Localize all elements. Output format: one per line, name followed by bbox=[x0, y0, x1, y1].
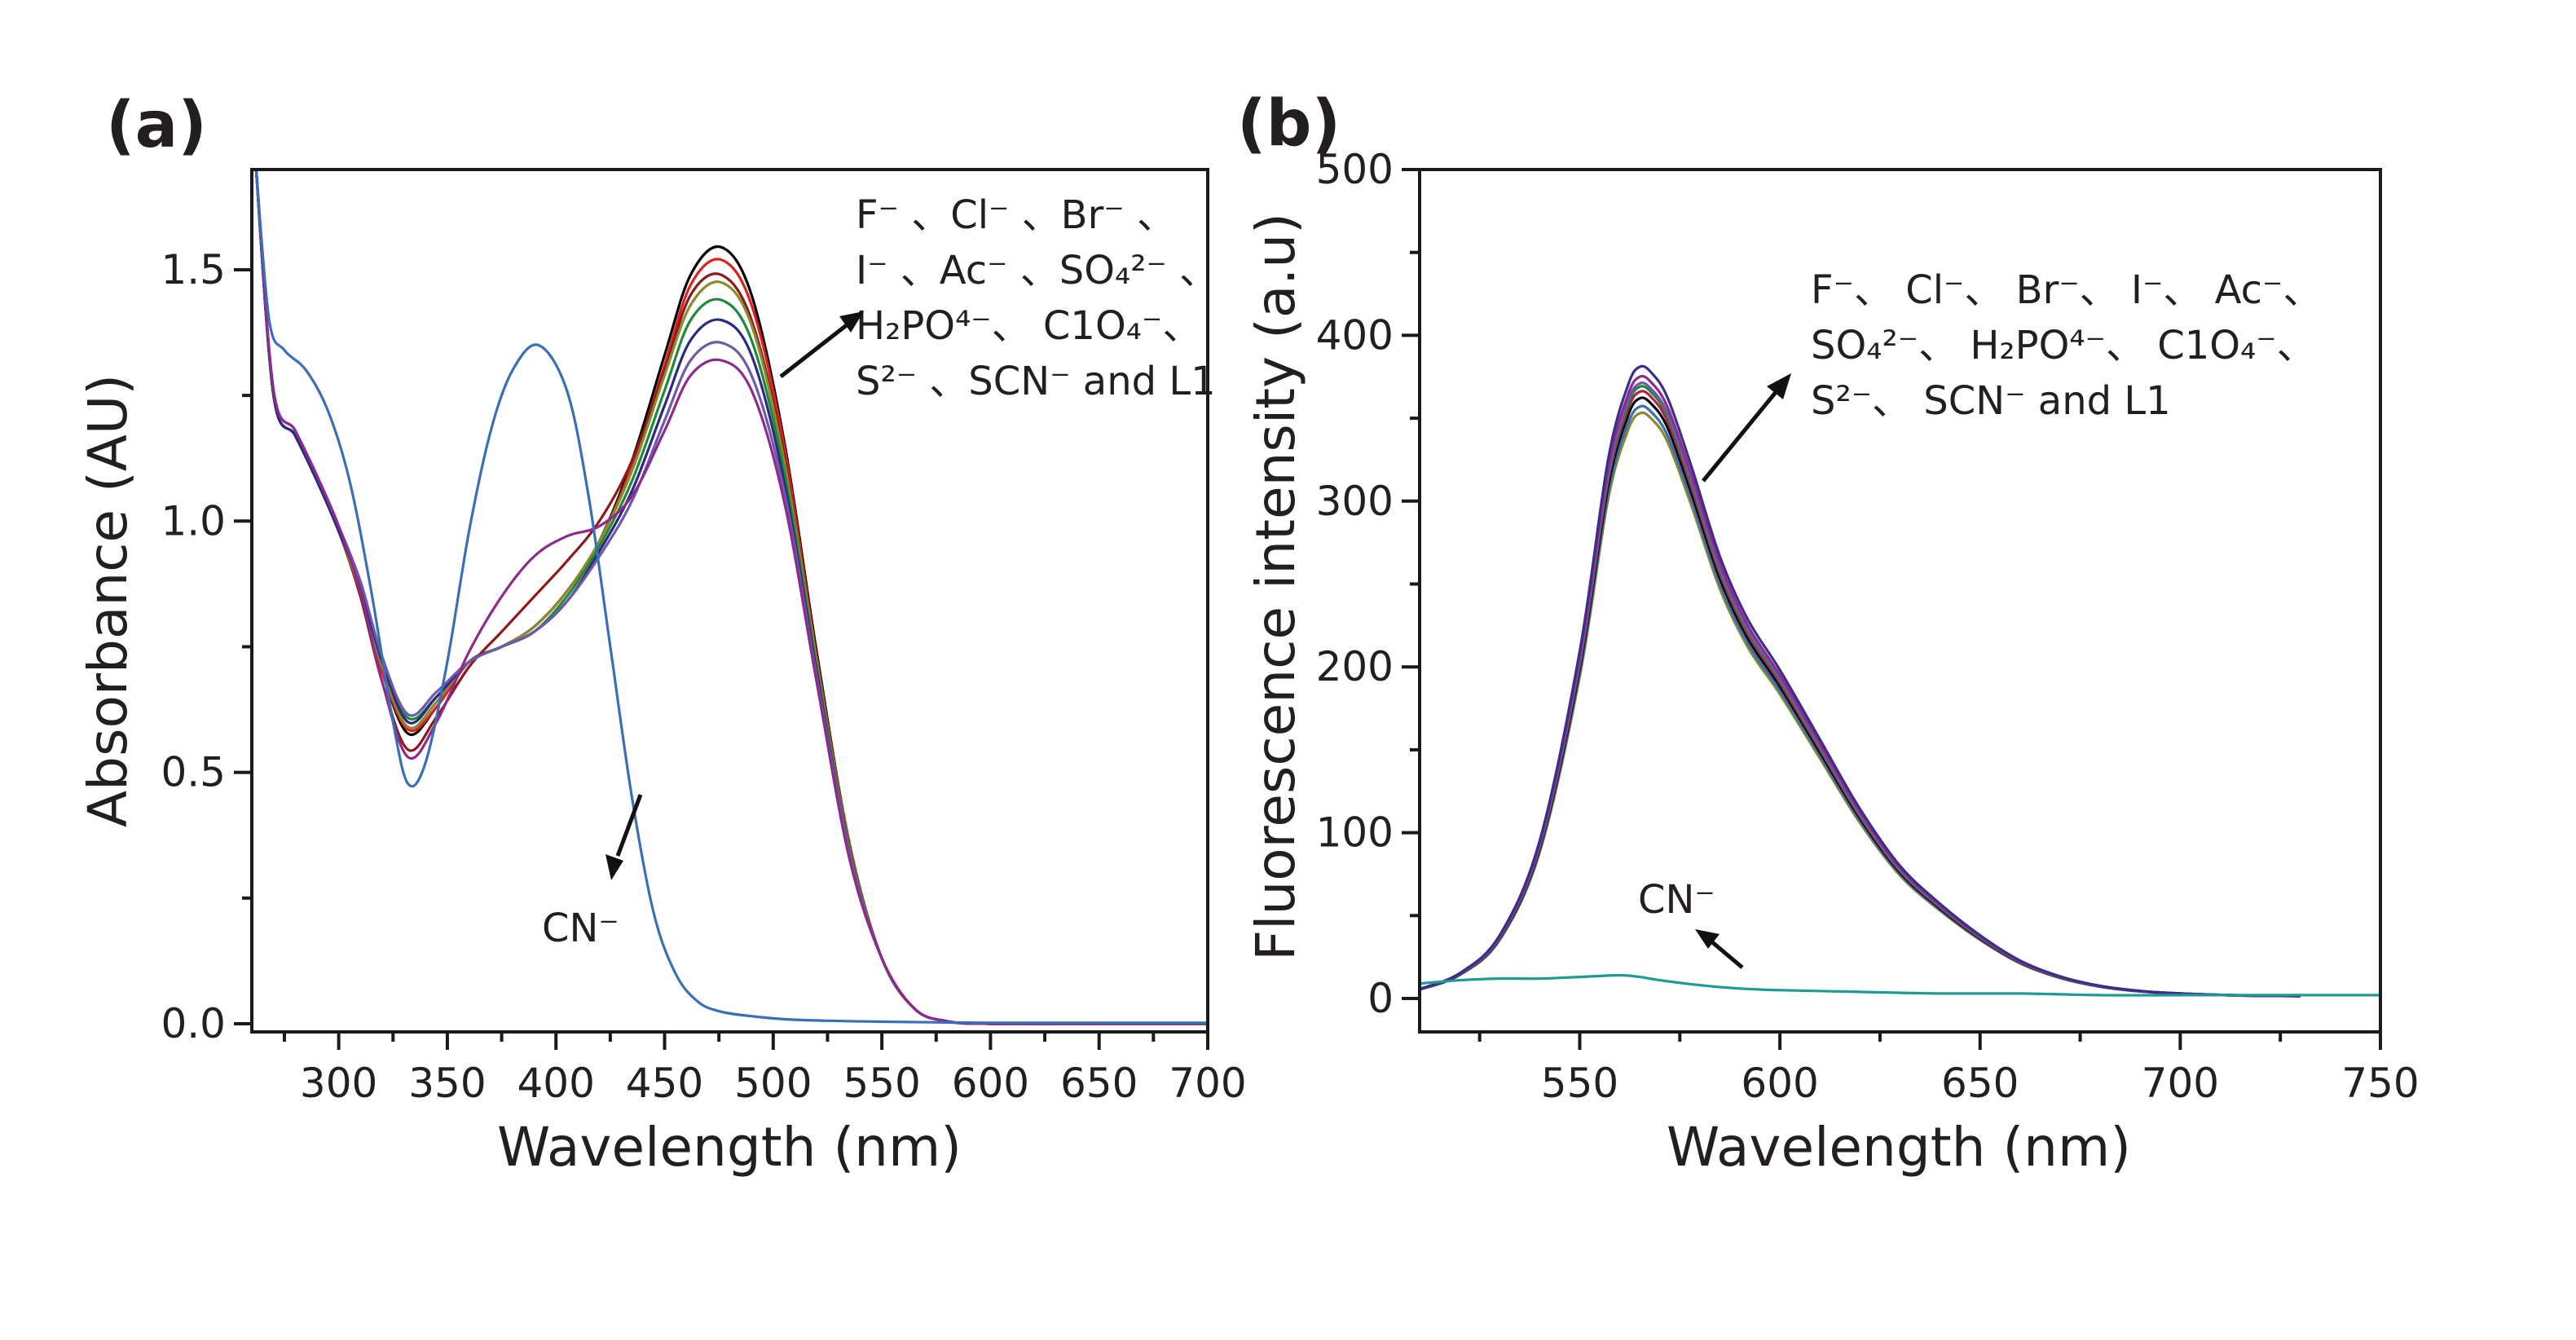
b-series-line-8 bbox=[1420, 411, 2301, 998]
b-y-tick-label: 200 bbox=[1316, 643, 1394, 690]
a-x-axis: 300 350 400 450 500 550 600 650 700 bbox=[282, 1032, 1247, 1107]
a-x-tick-label: 450 bbox=[626, 1060, 703, 1107]
b-annotation-anion-group: F⁻、 Cl⁻、 Br⁻、 I⁻、 Ac⁻、 SO₄²⁻、 H₂PO⁴⁻、 C1… bbox=[1811, 267, 2322, 424]
a-x-tick-label: 600 bbox=[952, 1060, 1029, 1107]
b-series-line-2 bbox=[1420, 374, 2301, 998]
b-annot-cn: CN⁻ bbox=[1638, 877, 1715, 923]
panel-b-fluorescence-chart: 550 600 650 700 750 0 100 200 300 400 500 Wavelen… bbox=[1244, 146, 2420, 1179]
b-curves bbox=[1420, 364, 2380, 998]
b-series-line-cn bbox=[1420, 973, 2380, 997]
a-annot-cn: CN⁻ bbox=[542, 906, 619, 951]
a-x-tick-label: 650 bbox=[1060, 1060, 1138, 1107]
a-annot-line-4: S²⁻ 、SCN⁻ and L1 bbox=[856, 359, 1216, 404]
a-curves bbox=[254, 170, 1208, 1025]
a-x-axis-title: Wavelength (nm) bbox=[497, 1116, 962, 1179]
b-series-line-7 bbox=[1420, 404, 2301, 998]
b-y-tick-label: 0 bbox=[1367, 975, 1394, 1022]
a-annotation-anion-group: F⁻ 、Cl⁻ 、Br⁻ 、 I⁻ 、Ac⁻ 、SO₄²⁻ 、 H₂PO⁴⁻、 … bbox=[856, 192, 1218, 404]
a-x-tick-label: 400 bbox=[517, 1060, 595, 1107]
a-y-tick-label: 1.0 bbox=[161, 497, 226, 544]
b-x-tick-label: 600 bbox=[1741, 1060, 1818, 1107]
b-x-axis: 550 600 650 700 750 bbox=[1477, 1032, 2420, 1107]
b-y-axis-title: Fluorescence intensity (a.u) bbox=[1244, 213, 1307, 961]
b-series-line-3 bbox=[1420, 381, 2301, 998]
b-series-line-5 bbox=[1420, 390, 2301, 998]
a-annot-line-1: F⁻ 、Cl⁻ 、Br⁻ 、 bbox=[856, 192, 1176, 238]
b-annot-line-1: F⁻、 Cl⁻、 Br⁻、 I⁻、 Ac⁻、 bbox=[1811, 267, 2322, 313]
panel-a-absorbance-chart: 300 350 400 450 500 550 600 650 700 0.0 0.5 1.0 1.5… bbox=[77, 168, 1247, 1179]
a-y-axis: 0.0 0.5 1.0 1.5 bbox=[161, 246, 252, 1047]
b-x-tick-label: 750 bbox=[2341, 1060, 2419, 1107]
a-x-tick-label: 300 bbox=[300, 1060, 377, 1107]
a-series-line-7 bbox=[254, 170, 1208, 1025]
a-x-tick-label: 550 bbox=[843, 1060, 920, 1107]
a-annot-line-2: I⁻ 、Ac⁻ 、SO₄²⁻ 、 bbox=[856, 248, 1218, 293]
b-x-tick-label: 700 bbox=[2142, 1060, 2219, 1107]
a-x-tick-label: 700 bbox=[1169, 1060, 1246, 1107]
a-y-tick-label: 1.5 bbox=[161, 246, 226, 293]
a-annot-line-3: H₂PO⁴⁻、 C1O₄⁻、 bbox=[856, 303, 1201, 349]
a-series-line-6 bbox=[254, 170, 1208, 1025]
b-series-line-4 bbox=[1420, 385, 2301, 998]
a-arrow-to-cn bbox=[605, 794, 643, 880]
b-annot-line-2: SO₄²⁻、 H₂PO⁴⁻、 C1O₄⁻、 bbox=[1811, 323, 2316, 368]
b-y-tick-label: 100 bbox=[1316, 809, 1394, 857]
a-x-tick-label: 350 bbox=[408, 1060, 486, 1107]
a-series-line-8 bbox=[254, 170, 1208, 1025]
a-arrow-to-group bbox=[779, 311, 864, 378]
a-series-line-4 bbox=[254, 170, 1208, 1025]
b-y-axis: 0 100 200 300 400 500 bbox=[1316, 146, 1420, 1022]
panel-a-label: (a) bbox=[106, 89, 207, 162]
b-y-tick-label: 500 bbox=[1316, 146, 1394, 193]
a-y-tick-label: 0.0 bbox=[161, 1000, 226, 1047]
b-arrow-to-group bbox=[1702, 373, 1791, 483]
a-series-line-1 bbox=[254, 170, 1208, 1025]
b-plot-frame bbox=[1418, 168, 2382, 1034]
panel-b-label: (b) bbox=[1237, 87, 1341, 161]
b-arrow-to-cn bbox=[1695, 929, 1744, 969]
b-series-line-6 bbox=[1420, 396, 2301, 998]
a-x-tick-label: 500 bbox=[734, 1060, 812, 1107]
a-series-line-3 bbox=[254, 170, 1208, 1025]
a-series-line-5 bbox=[254, 170, 1208, 1025]
b-series-line-1 bbox=[1420, 364, 2301, 998]
b-y-tick-label: 300 bbox=[1316, 478, 1394, 525]
b-x-axis-title: Wavelength (nm) bbox=[1667, 1116, 2131, 1179]
b-x-tick-label: 650 bbox=[1941, 1060, 2019, 1107]
b-y-tick-label: 400 bbox=[1316, 311, 1394, 359]
b-x-tick-label: 550 bbox=[1541, 1060, 1618, 1107]
a-series-line-9 bbox=[254, 170, 1208, 1025]
b-annot-line-3: S²⁻、 SCN⁻ and L1 bbox=[1811, 378, 2171, 424]
a-y-tick-label: 0.5 bbox=[161, 749, 226, 796]
a-series-line-2 bbox=[254, 170, 1208, 1025]
a-plot-frame bbox=[250, 168, 1209, 1034]
a-y-axis-title: Absorbance (AU) bbox=[77, 374, 139, 827]
